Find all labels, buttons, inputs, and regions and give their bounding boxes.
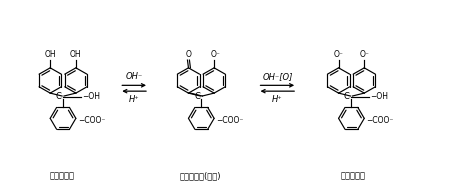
Text: OH⁻: OH⁻ xyxy=(126,72,143,81)
Text: OH: OH xyxy=(45,50,56,59)
Text: H⁺: H⁺ xyxy=(129,95,140,104)
Text: 碱型，红色(醌式): 碱型，红色(醌式) xyxy=(180,172,221,180)
Text: O: O xyxy=(185,50,191,59)
Text: 酸型，无色: 酸型，无色 xyxy=(50,172,75,180)
Text: −COO⁻: −COO⁻ xyxy=(366,116,394,125)
Text: OH: OH xyxy=(70,50,82,59)
Text: 盐型，无色: 盐型，无色 xyxy=(341,172,366,180)
Text: OH⁻[O]: OH⁻[O] xyxy=(262,72,292,81)
Text: C: C xyxy=(343,92,350,102)
Text: O⁻: O⁻ xyxy=(210,50,220,59)
Text: C: C xyxy=(55,92,61,102)
Text: −OH: −OH xyxy=(370,92,388,102)
Text: −OH: −OH xyxy=(82,92,100,102)
Text: −COO⁻: −COO⁻ xyxy=(216,116,243,125)
Text: O⁻: O⁻ xyxy=(359,50,369,59)
Text: O⁻: O⁻ xyxy=(333,50,343,59)
Text: H⁺: H⁺ xyxy=(272,95,283,104)
Text: −COO⁻: −COO⁻ xyxy=(78,116,105,125)
Text: C: C xyxy=(194,92,200,102)
